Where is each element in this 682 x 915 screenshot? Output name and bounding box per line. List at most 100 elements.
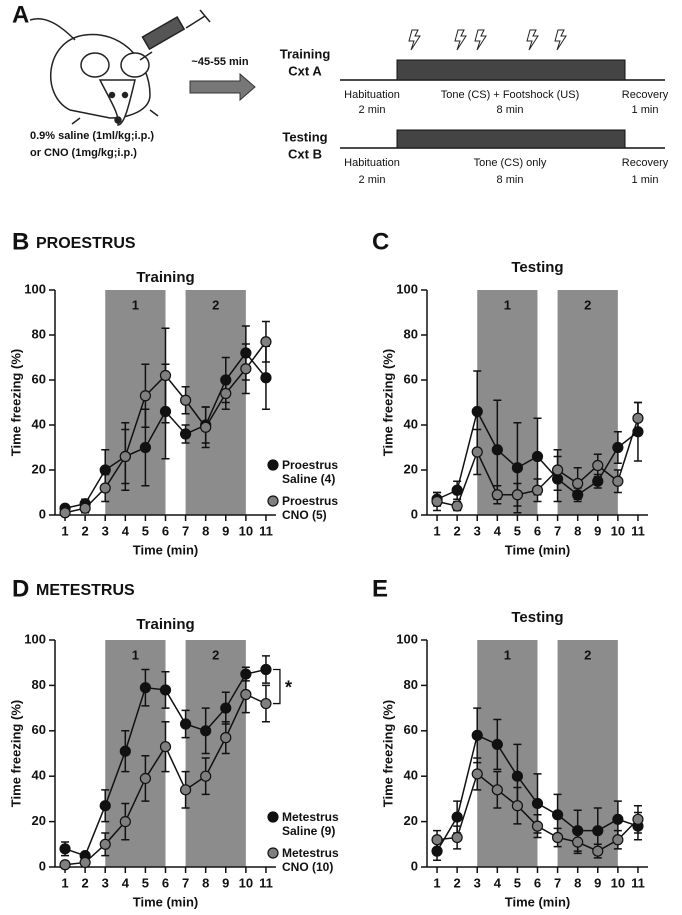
y-tick-label: 80	[404, 677, 418, 692]
phase-label: Recovery	[622, 89, 669, 101]
chart-title: Testing	[511, 259, 563, 276]
panel-letter: A	[12, 1, 29, 28]
data-point	[159, 684, 172, 696]
phase-duration: 2 min	[359, 174, 386, 186]
x-tick-label: 6	[162, 875, 169, 890]
interval-label: 1	[132, 647, 139, 662]
injection-text: or CNO (1mg/kg;i.p.)	[30, 147, 137, 159]
x-tick-label: 5	[514, 875, 521, 890]
x-tick-label: 11	[631, 875, 645, 890]
shock-icons	[408, 29, 567, 51]
phase-label: Tone (CS) + Footshock (US)	[441, 89, 579, 101]
y-axis-label: Time freezing (%)	[8, 700, 23, 807]
data-point	[572, 477, 584, 490]
x-tick-label: 1	[433, 875, 440, 890]
x-tick-label: 4	[494, 523, 502, 538]
y-tick-label: 80	[32, 677, 46, 692]
panel-letter: D	[12, 575, 29, 602]
y-tick-label: 0	[411, 858, 418, 873]
y-tick-label: 0	[411, 506, 418, 521]
data-point	[531, 797, 544, 810]
y-tick-label: 40	[32, 768, 46, 783]
data-point	[612, 441, 624, 454]
data-point	[551, 809, 564, 821]
data-point	[79, 502, 91, 514]
panel-letter: E	[372, 575, 388, 602]
phase-duration: 8 min	[497, 104, 524, 116]
x-tick-label: 1	[61, 875, 68, 890]
interval-label: 2	[212, 297, 219, 312]
x-tick-label: 9	[222, 875, 229, 890]
y-tick-label: 20	[32, 813, 46, 828]
x-tick-label: 2	[82, 875, 89, 890]
y-tick-label: 60	[404, 371, 418, 386]
x-tick-label: 11	[259, 875, 273, 890]
shaded-interval	[477, 290, 538, 515]
interval-label: 2	[212, 647, 219, 662]
x-tick-label: 3	[102, 523, 109, 538]
data-point	[511, 770, 524, 782]
data-point	[632, 412, 644, 424]
phase-duration: 2 min	[359, 104, 386, 116]
data-point	[491, 444, 503, 456]
data-point	[491, 738, 503, 751]
x-tick-label: 8	[574, 523, 581, 538]
phase-duration: 8 min	[497, 174, 524, 186]
data-point	[511, 800, 524, 812]
phase-label: Recovery	[622, 157, 669, 169]
x-tick-label: 3	[474, 523, 481, 538]
x-tick-label: 2	[454, 875, 461, 890]
x-tick-label: 3	[102, 875, 109, 890]
data-point	[471, 446, 483, 458]
y-tick-label: 20	[32, 461, 46, 476]
x-tick-label: 4	[122, 875, 130, 890]
legend-label: Metestrus Saline (9)	[282, 810, 339, 838]
x-tick-label: 1	[433, 523, 440, 538]
data-point	[59, 843, 71, 855]
tone-bar	[396, 129, 626, 149]
data-point	[612, 475, 624, 487]
interval-label: 1	[504, 297, 511, 312]
legend-marker	[267, 847, 279, 859]
x-tick-label: 8	[574, 875, 581, 890]
data-point	[99, 464, 111, 476]
data-point	[179, 428, 192, 440]
data-point	[531, 450, 544, 463]
session-name: Cxt B	[288, 146, 322, 161]
phase-label: Tone (CS) only	[474, 157, 547, 169]
data-point	[551, 464, 564, 476]
data-point	[59, 507, 71, 519]
data-point	[471, 768, 483, 780]
data-point	[200, 421, 212, 433]
shaded-interval	[105, 640, 166, 867]
annotation: *	[285, 677, 292, 697]
x-tick-label: 7	[554, 523, 561, 538]
data-point	[159, 741, 172, 753]
data-point	[551, 831, 564, 844]
data-point	[220, 387, 232, 400]
data-point	[531, 820, 544, 832]
interval-label: 1	[132, 297, 139, 312]
y-tick-label: 100	[24, 281, 46, 296]
syringe	[139, 9, 211, 61]
shaded-interval	[105, 290, 166, 515]
data-point	[220, 732, 232, 744]
x-tick-label: 9	[594, 523, 601, 538]
data-point	[511, 489, 524, 501]
x-tick-label: 4	[122, 523, 130, 538]
x-tick-label: 5	[514, 523, 521, 538]
x-tick-label: 6	[534, 875, 541, 890]
data-point	[139, 682, 152, 694]
panel-heading: METESTRUS	[36, 582, 135, 599]
x-tick-label: 7	[182, 523, 189, 538]
y-tick-label: 100	[396, 281, 418, 296]
legend-label: Metestrus CNO (10)	[282, 846, 339, 874]
data-point	[471, 405, 483, 418]
data-point	[531, 484, 544, 496]
chart-title: Training	[136, 616, 194, 633]
x-tick-label: 8	[202, 523, 209, 538]
y-tick-label: 20	[404, 813, 418, 828]
x-tick-label: 6	[162, 523, 169, 538]
